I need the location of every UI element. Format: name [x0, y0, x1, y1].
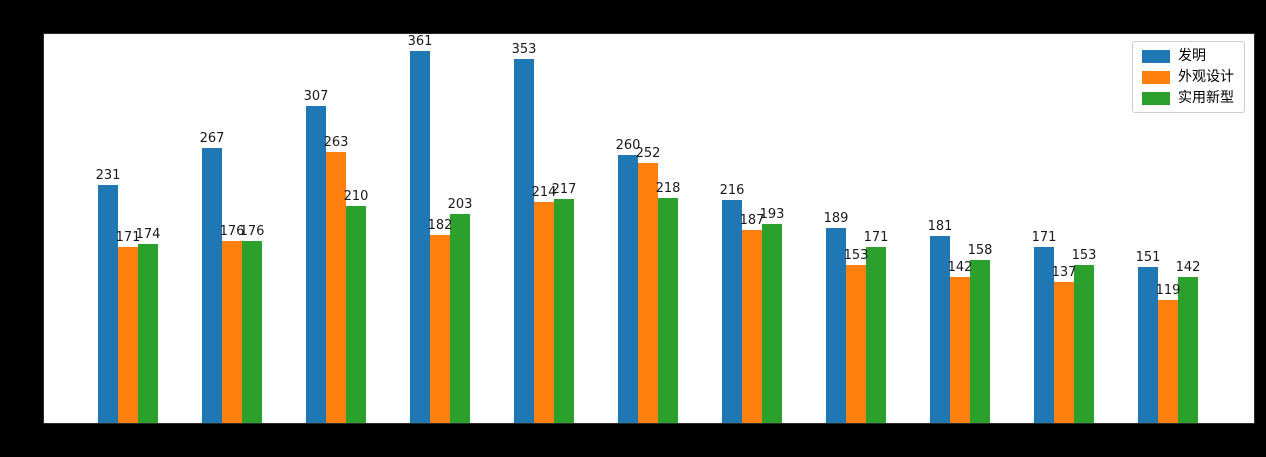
bar-实用新型-group11	[1178, 276, 1198, 423]
bar-value-label: 137	[1051, 264, 1077, 280]
bar-value-label: 158	[967, 243, 993, 258]
legend-swatch-icon	[1142, 91, 1170, 105]
bar-发明-group3	[306, 106, 326, 423]
legend-label: 外观设计	[1178, 69, 1234, 85]
bar-外观设计-group7	[742, 230, 762, 423]
bar-value-label: 189	[823, 211, 849, 227]
bar-外观设计-group10	[1054, 281, 1074, 423]
bar-value-label: 171	[115, 229, 141, 245]
bar-value-label: 263	[323, 134, 349, 150]
bar-value-label: 181	[927, 219, 953, 235]
bar-实用新型-group7	[762, 223, 782, 423]
bar-value-label: 267	[199, 130, 225, 146]
bar-value-label: 176	[219, 224, 245, 240]
bar-发明-group11	[1138, 267, 1158, 423]
bar-发明-group1	[98, 184, 118, 423]
legend-label: 发明	[1178, 48, 1206, 64]
bar-value-label: 151	[1135, 250, 1161, 266]
bar-实用新型-group4	[450, 213, 470, 423]
bar-发明-group4	[410, 50, 430, 423]
bar-value-label: 252	[635, 146, 661, 162]
bar-发明-group6	[618, 154, 638, 423]
bar-外观设计-group5	[534, 202, 554, 423]
bar-实用新型-group5	[554, 199, 574, 423]
plot-area: 231 267 307 361 353 260 216 189 181 171 151 171 176 2…	[43, 33, 1255, 424]
bar-发明-group2	[202, 147, 222, 423]
bar-value-label: 214	[531, 185, 557, 201]
bar-实用新型-group1	[138, 243, 158, 423]
bar-value-label: 182	[427, 218, 453, 234]
bar-外观设计-group11	[1158, 300, 1178, 423]
legend-label: 实用新型	[1178, 90, 1234, 106]
bar-value-label: 210	[343, 189, 369, 205]
bar-value-label: 187	[739, 213, 765, 229]
bar-实用新型-group2	[242, 241, 262, 423]
bar-value-label: 142	[947, 259, 973, 275]
bar-发明-group8	[826, 228, 846, 423]
bar-实用新型-group3	[346, 206, 366, 423]
legend-item-实用新型: 实用新型	[1142, 91, 1234, 105]
bar-外观设计-group4	[430, 235, 450, 423]
bar-value-label: 153	[843, 248, 869, 264]
legend-swatch-icon	[1142, 70, 1170, 84]
bar-value-label: 307	[303, 89, 329, 105]
bar-value-label: 353	[511, 41, 537, 57]
bar-value-label: 260	[615, 137, 641, 153]
bar-value-label: 171	[1031, 229, 1057, 245]
bar-value-label: 218	[655, 181, 681, 197]
legend: 发明外观设计实用新型	[1132, 41, 1245, 113]
bar-实用新型-group6	[658, 198, 678, 423]
bar-实用新型-group9	[970, 260, 990, 423]
bar-发明-group9	[930, 236, 950, 423]
bar-实用新型-group10	[1074, 265, 1094, 423]
legend-item-外观设计: 外观设计	[1142, 70, 1234, 84]
bar-发明-group7	[722, 200, 742, 423]
bar-value-label: 216	[719, 183, 745, 199]
bar-发明-group5	[514, 58, 534, 423]
bar-value-label: 119	[1155, 283, 1181, 299]
bar-value-label: 361	[407, 33, 433, 49]
bar-value-label: 203	[447, 196, 473, 212]
bar-value-label: 176	[239, 224, 265, 240]
legend-item-发明: 发明	[1142, 49, 1234, 63]
bar-外观设计-group6	[638, 163, 658, 423]
bar-外观设计-group1	[118, 246, 138, 423]
bar-外观设计-group8	[846, 265, 866, 423]
bar-发明-group10	[1034, 246, 1054, 423]
bar-value-label: 174	[135, 226, 161, 242]
bar-实用新型-group8	[866, 246, 886, 423]
bar-value-label: 153	[1071, 248, 1097, 264]
bar-value-label: 142	[1175, 259, 1201, 275]
bars-layer: 231 267 307 361 353 260 216 189 181 171 151 171 176 2…	[44, 34, 1254, 423]
bar-value-label: 193	[759, 206, 785, 222]
bar-外观设计-group3	[326, 151, 346, 423]
legend-swatch-icon	[1142, 49, 1170, 63]
bar-value-label: 231	[95, 167, 121, 183]
bar-外观设计-group2	[222, 241, 242, 423]
bar-value-label: 217	[551, 182, 577, 198]
bar-外观设计-group9	[950, 276, 970, 423]
bar-value-label: 171	[863, 229, 889, 245]
